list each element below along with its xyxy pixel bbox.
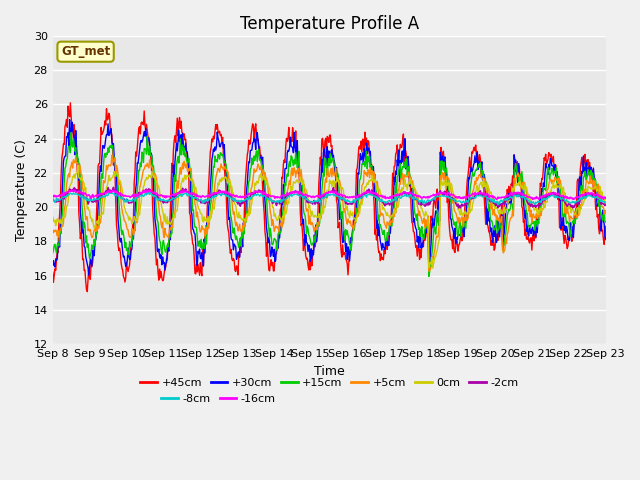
-16cm (172, 191, 180, 196)
-16cm (59, 192, 67, 198)
+45cm (398, 144, 406, 150)
-8cm (59, 194, 67, 200)
-16cm (413, 193, 421, 199)
+30cm (85, 272, 93, 278)
+30cm (49, 263, 56, 268)
+15cm (67, 130, 75, 135)
0cm (173, 208, 180, 214)
Line: -8cm: -8cm (52, 192, 605, 204)
0cm (602, 199, 609, 204)
+30cm (66, 117, 74, 122)
+45cm (67, 100, 74, 106)
+45cm (59, 150, 67, 156)
+5cm (202, 224, 209, 230)
+5cm (413, 203, 421, 209)
+30cm (602, 236, 609, 242)
+15cm (413, 211, 421, 217)
0cm (413, 191, 421, 197)
-8cm (147, 189, 154, 194)
+15cm (59, 208, 67, 214)
Line: -16cm: -16cm (52, 190, 605, 199)
0cm (429, 265, 436, 271)
+5cm (173, 184, 180, 190)
-8cm (116, 193, 124, 199)
+15cm (397, 175, 405, 180)
+45cm (414, 243, 422, 249)
0cm (397, 192, 405, 197)
-16cm (180, 187, 188, 192)
-16cm (116, 191, 124, 197)
+5cm (116, 182, 124, 188)
+45cm (83, 289, 91, 295)
-2cm (397, 192, 405, 197)
0cm (49, 214, 56, 220)
-8cm (173, 195, 180, 201)
-2cm (173, 191, 180, 196)
-2cm (202, 197, 209, 203)
-2cm (602, 202, 609, 207)
+15cm (173, 163, 180, 169)
Y-axis label: Temperature (C): Temperature (C) (15, 139, 28, 241)
Title: Temperature Profile A: Temperature Profile A (239, 15, 419, 33)
-2cm (59, 195, 67, 201)
+5cm (397, 176, 405, 181)
0cm (202, 217, 209, 223)
-16cm (49, 193, 56, 199)
+15cm (202, 223, 209, 228)
+45cm (602, 224, 609, 229)
-2cm (116, 192, 124, 198)
-8cm (494, 202, 502, 207)
+30cm (414, 233, 422, 239)
-2cm (49, 197, 56, 203)
+15cm (425, 274, 433, 279)
+30cm (203, 223, 211, 229)
-8cm (202, 197, 209, 203)
+30cm (173, 148, 181, 154)
-8cm (397, 195, 405, 201)
-8cm (602, 201, 609, 206)
+5cm (108, 152, 116, 158)
Line: +30cm: +30cm (52, 120, 605, 275)
Legend: -8cm, -16cm: -8cm, -16cm (157, 389, 280, 408)
+5cm (602, 208, 609, 214)
-2cm (109, 184, 117, 190)
Line: 0cm: 0cm (52, 166, 605, 268)
Line: +5cm: +5cm (52, 155, 605, 271)
+45cm (173, 115, 181, 121)
+30cm (59, 179, 67, 184)
Line: +15cm: +15cm (52, 132, 605, 276)
0cm (74, 163, 82, 168)
+45cm (203, 231, 211, 237)
+5cm (49, 227, 56, 232)
Text: GT_met: GT_met (61, 45, 110, 58)
Line: -2cm: -2cm (52, 187, 605, 208)
-16cm (602, 195, 609, 201)
-8cm (49, 197, 56, 203)
+5cm (425, 268, 433, 274)
+15cm (49, 251, 56, 256)
-16cm (493, 196, 500, 202)
+5cm (59, 224, 67, 229)
-8cm (413, 196, 421, 202)
Line: +45cm: +45cm (52, 103, 605, 292)
0cm (116, 178, 124, 184)
+45cm (49, 269, 56, 275)
0cm (59, 215, 67, 221)
+15cm (602, 219, 609, 225)
-16cm (202, 194, 209, 200)
-2cm (569, 205, 577, 211)
-2cm (413, 197, 421, 203)
X-axis label: Time: Time (314, 365, 344, 378)
+45cm (117, 260, 125, 266)
+30cm (117, 236, 125, 241)
+15cm (116, 217, 124, 223)
-16cm (397, 191, 405, 196)
+30cm (398, 148, 406, 154)
